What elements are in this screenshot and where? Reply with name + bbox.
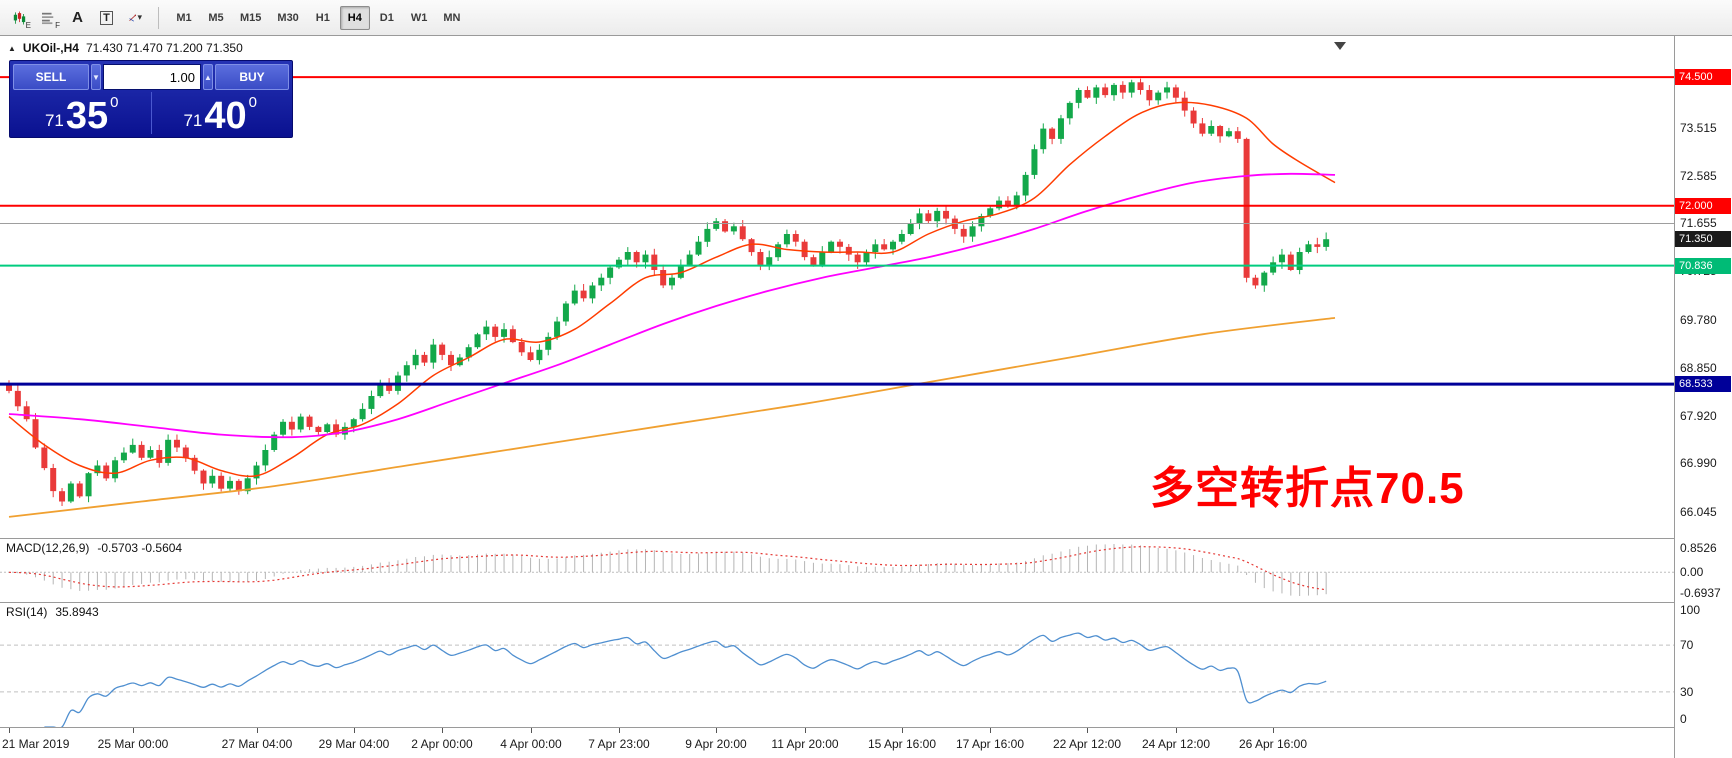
scale-tick: 0 (1680, 712, 1687, 726)
one-click-trading-panel: SELL ▼ ▲ BUY 71 35 0 71 40 0 (9, 60, 293, 138)
time-tick-mark (257, 728, 258, 733)
volume-decrement-button[interactable]: ▼ (91, 64, 101, 90)
depth-of-market-icon[interactable]: F (35, 5, 62, 31)
timeframe-group: M1 M5 M15 M30 H1 H4 D1 W1 MN (168, 5, 468, 30)
time-tick-mark (619, 728, 620, 733)
time-tick-mark (1087, 728, 1088, 733)
time-tick-mark (133, 728, 134, 733)
macd-label: MACD(12,26,9) -0.5703 -0.5604 (6, 541, 183, 555)
chart-annotation-text[interactable]: 多空转折点70.5 (1150, 464, 1465, 513)
time-label: 7 Apr 23:00 (588, 737, 650, 751)
timeframe-button-mn[interactable]: MN (436, 6, 467, 30)
timeframe-button-h4[interactable]: H4 (339, 5, 370, 30)
time-tick-mark (1273, 728, 1274, 733)
toolbar-separator (158, 6, 159, 29)
collapse-arrow-icon[interactable]: ▲ (8, 43, 16, 53)
timeframe-button-w1[interactable]: W1 (404, 6, 435, 30)
buy-price-display: 71 40 0 (183, 94, 258, 137)
expert-sub-label: E (25, 20, 31, 30)
rsi-axis-separator (0, 727, 1732, 728)
timeframe-button-h1[interactable]: H1 (308, 6, 338, 30)
scale-tick: 100 (1680, 603, 1701, 617)
f-sub-label: F (55, 20, 60, 30)
scale-tick: -0.6937 (1680, 586, 1721, 600)
price-badge: 70.836 (1675, 257, 1731, 274)
timeframe-button-d1[interactable]: D1 (372, 6, 402, 30)
scale-tick: 30 (1680, 684, 1694, 699)
time-label: 15 Apr 16:00 (867, 737, 937, 751)
time-label: 11 Apr 20:00 (771, 737, 839, 751)
price-divider (150, 92, 152, 134)
scale-tick: 71.655 (1680, 216, 1717, 231)
rsi-label: RSI(14) 35.8943 (6, 605, 99, 619)
time-tick-mark (990, 728, 991, 733)
annotate-text-icon[interactable]: A (64, 5, 91, 31)
volume-increment-button[interactable]: ▲ (203, 64, 213, 90)
symbol-name: UKOil-,H4 (22, 41, 79, 55)
text-tool-icon[interactable]: T (93, 5, 120, 31)
timeframe-button-m1[interactable]: M1 (169, 6, 199, 30)
scale-tick: 73.515 (1680, 120, 1717, 135)
candlestick-chart-icon[interactable]: E (6, 5, 33, 31)
scale-tick: 0.8526 (1680, 541, 1717, 555)
scale-tick: 72.585 (1680, 168, 1717, 183)
time-label: 26 Apr 16:00 (1238, 737, 1308, 751)
time-label: 25 Mar 00:00 (97, 737, 169, 751)
time-tick-mark (716, 728, 717, 733)
time-label: 2 Apr 00:00 (411, 737, 473, 751)
timeframe-button-m30[interactable]: M30 (270, 6, 305, 30)
time-label: 17 Apr 16:00 (955, 737, 1025, 751)
timeframe-button-m5[interactable]: M5 (201, 6, 231, 30)
price-badge: 72.000 (1675, 197, 1731, 214)
sell-price-display: 71 35 0 (44, 94, 119, 137)
time-label: 22 Apr 12:00 (1052, 737, 1122, 751)
scale-tick: 0.00 (1680, 565, 1704, 580)
dropdown-caret-icon: ▾ (137, 12, 142, 22)
time-tick-mark (805, 728, 806, 733)
buy-button[interactable]: BUY (215, 64, 289, 90)
main-macd-separator[interactable] (0, 538, 1732, 539)
timeframe-button-m15[interactable]: M15 (233, 6, 268, 30)
volume-input[interactable] (103, 64, 201, 90)
time-label: 21 Mar 2019 (2, 737, 70, 751)
scale-tick: 68.850 (1680, 360, 1717, 375)
time-tick-mark (442, 728, 443, 733)
scale-tick: 67.920 (1680, 408, 1717, 423)
trade-panel-top-row: SELL ▼ ▲ BUY (13, 64, 289, 90)
price-scale[interactable]: 73.51572.58571.65570.72569.78068.85067.9… (1675, 36, 1732, 758)
time-label: 4 Apr 00:00 (500, 737, 562, 751)
time-label: 29 Mar 04:00 (318, 737, 390, 751)
sell-button[interactable]: SELL (13, 64, 89, 90)
toolbar: E F A T ▾ M1 M5 M15 M30 H1 H4 D1 W1 MN (0, 0, 1732, 36)
time-label: 9 Apr 20:00 (685, 737, 747, 751)
draw-lines-icon[interactable]: ▾ (122, 5, 149, 31)
scale-tick: 66.045 (1680, 505, 1717, 520)
scale-tick: 69.780 (1680, 312, 1717, 327)
scale-tick: 70 (1680, 638, 1694, 653)
price-scale-divider (1674, 36, 1675, 758)
chart-canvas[interactable] (0, 0, 1674, 758)
ohlc-values: 71.430 71.470 71.200 71.350 (85, 41, 243, 55)
price-badge: 74.500 (1675, 69, 1731, 86)
symbol-ohlc-line: ▲ UKOil-,H4 71.430 71.470 71.200 71.350 (8, 41, 243, 55)
time-label: 27 Mar 04:00 (221, 737, 293, 751)
time-tick-mark (531, 728, 532, 733)
time-tick-mark (9, 728, 10, 733)
trade-panel-prices: 71 35 0 71 40 0 (13, 90, 289, 136)
time-tick-mark (902, 728, 903, 733)
time-axis[interactable]: 21 Mar 2019 25 Mar 00:00 27 Mar 04:00 29 Ma… (0, 728, 1674, 758)
macd-rsi-separator[interactable] (0, 602, 1732, 603)
time-label: 24 Apr 12:00 (1141, 737, 1211, 751)
price-badge: 71.350 (1675, 231, 1731, 248)
time-tick-mark (354, 728, 355, 733)
time-tick-mark (1176, 728, 1177, 733)
scale-tick: 66.990 (1680, 456, 1717, 471)
price-badge: 68.533 (1675, 376, 1731, 393)
